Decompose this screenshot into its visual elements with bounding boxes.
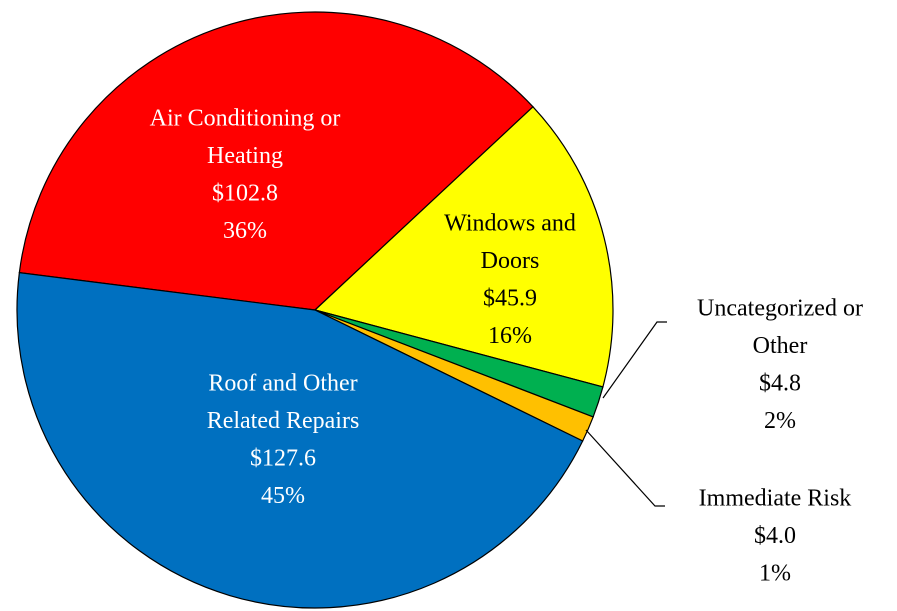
slice-label: Related Repairs: [207, 408, 360, 434]
slice-label: 45%: [261, 483, 305, 509]
slice-label: Other: [753, 333, 808, 359]
slice-label: Heating: [207, 143, 283, 169]
slice-label: 2%: [764, 408, 796, 434]
leader-line: [585, 429, 665, 507]
pie-slice: [313, 105, 614, 388]
slice-label: $127.6: [250, 446, 316, 472]
slice-label: Uncategorized or: [697, 296, 863, 322]
leader-line: [602, 321, 667, 399]
slice-label: Doors: [481, 248, 540, 274]
slice-label: 36%: [223, 218, 267, 244]
slice-label: Roof and Other: [208, 371, 357, 397]
slice-label: $4.8: [759, 371, 801, 397]
slice-label: $102.8: [212, 181, 278, 207]
slice-label: $45.9: [483, 286, 537, 312]
pie-slice: [18, 11, 534, 311]
pie-slice: [16, 271, 584, 609]
slice-label: 1%: [759, 561, 791, 587]
slice-label: Immediate Risk: [699, 486, 852, 512]
slice-label: Air Conditioning or: [150, 106, 341, 132]
slice-label: Windows and: [444, 211, 576, 237]
slice-label: 16%: [488, 323, 532, 349]
slice-label: $4.0: [754, 523, 796, 549]
